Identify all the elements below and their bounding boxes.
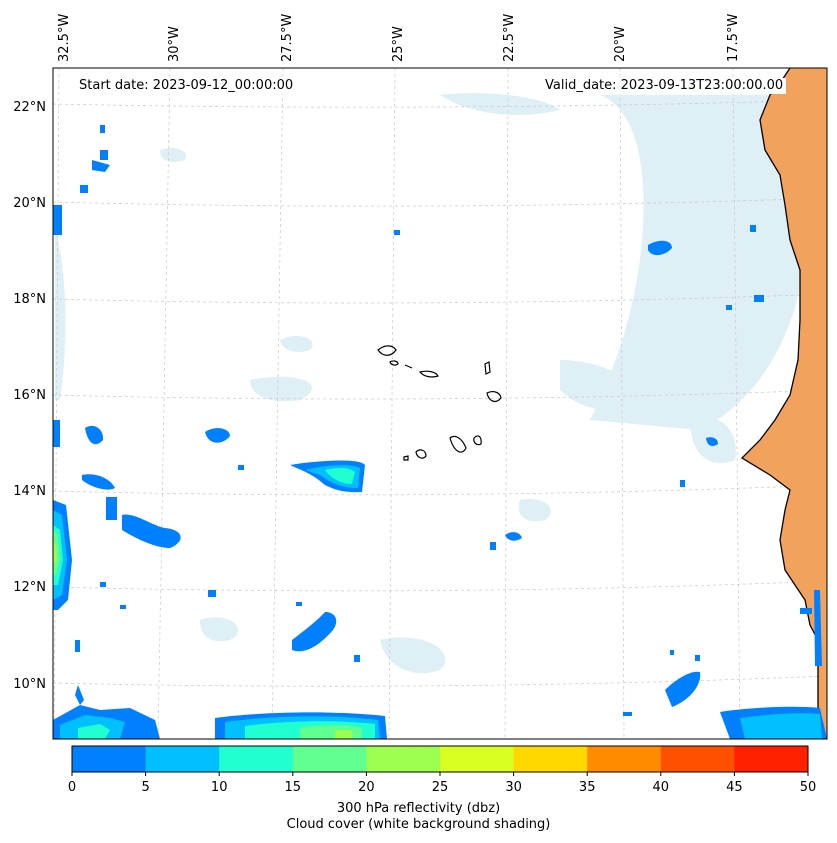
lat-label: 14°N (13, 484, 46, 499)
colorbar-tick-label: 5 (141, 780, 149, 795)
colorbar-segment (366, 746, 441, 772)
africa-land (742, 68, 827, 739)
colorbar-segment (72, 746, 147, 772)
colorbar: 0 5 10 15 20 25 30 35 40 45 50 (68, 745, 817, 795)
colorbar-tick-label: 0 (68, 780, 76, 795)
colorbar-segment (587, 746, 662, 772)
lon-label: 30°W (167, 26, 182, 62)
colorbar-segment (660, 746, 735, 772)
lat-label: 10°N (13, 677, 46, 692)
longitude-labels: 32.5°W 30°W 27.5°W 25°W 22.5°W 20°W 17.5… (57, 14, 741, 62)
colorbar-segment (513, 746, 588, 772)
graticule (53, 68, 827, 739)
colorbar-tick-label: 40 (653, 780, 670, 795)
lon-label: 27.5°W (280, 14, 295, 62)
colorbar-tick-label: 15 (285, 780, 302, 795)
colorbar-label: 300 hPa reflectivity (dbz) Cloud cover (… (0, 801, 837, 833)
lat-label: 12°N (13, 580, 46, 595)
latitude-labels: 22°N 20°N 18°N 16°N 14°N 12°N 10°N (13, 100, 46, 692)
colorbar-label-line1: 300 hPa reflectivity (dbz) (336, 801, 501, 816)
lat-label: 18°N (13, 292, 46, 307)
reflectivity-cells-25-30 (53, 540, 352, 739)
cloud-cover-shading (55, 93, 805, 674)
colorbar-tick-label: 10 (211, 780, 228, 795)
lat-label: 22°N (13, 100, 46, 115)
colorbar-segment (440, 746, 515, 772)
colorbar-tick-label: 25 (432, 780, 449, 795)
africa-coastline (740, 68, 819, 739)
lon-label: 22.5°W (502, 14, 517, 62)
colorbar-tick-label: 20 (358, 780, 375, 795)
lat-label: 20°N (13, 196, 46, 211)
lat-label: 16°N (13, 388, 46, 403)
lon-label: 17.5°W (726, 14, 741, 62)
lon-label: 20°W (613, 26, 628, 62)
colorbar-tick-label: 35 (579, 780, 596, 795)
colorbar-tick-label: 45 (726, 780, 743, 795)
colorbar-segment (145, 746, 220, 772)
colorbar-segment (734, 746, 809, 772)
colorbar-segment (292, 746, 367, 772)
valid-date-label: Valid_date: 2023-09-13T23:00:00.00 (542, 78, 787, 94)
colorbar-tick-label: 30 (505, 780, 522, 795)
map-content (53, 68, 827, 739)
lon-label: 32.5°W (57, 14, 72, 62)
lon-label: 25°W (391, 26, 406, 62)
map-frame (52, 67, 828, 740)
cape-verde-islands (377, 345, 502, 461)
colorbar-label-line2: Cloud cover (white background shading) (286, 817, 551, 832)
colorbar-tick-label: 50 (800, 780, 817, 795)
start-date-label: Start date: 2023-09-12_00:00:00 (76, 78, 297, 94)
colorbar-segment (219, 746, 294, 772)
